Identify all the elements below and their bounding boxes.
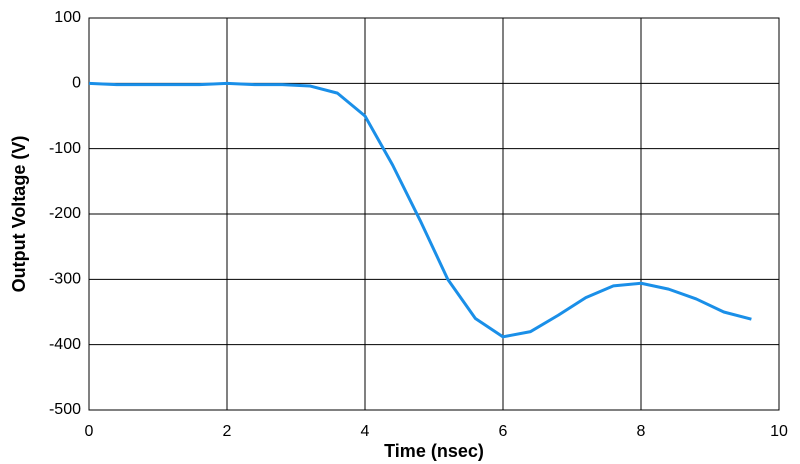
y-tick-label: 0 (72, 75, 81, 92)
data-line (88, 81, 752, 339)
y-tick-label: -400 (49, 336, 81, 353)
x-tick-label: 0 (85, 423, 94, 440)
y-tick-label: -500 (49, 401, 81, 418)
x-tick-label: 6 (499, 423, 508, 440)
y-tick-label: -200 (49, 205, 81, 222)
x-tick-label: 8 (637, 423, 646, 440)
plot-frame (88, 17, 780, 411)
y-tick-label: -300 (49, 271, 81, 288)
x-axis-label: Time (nsec) (384, 441, 484, 461)
y-tick-label: 100 (54, 9, 81, 26)
x-tick-label: 2 (223, 423, 232, 440)
x-tick-label: 4 (361, 423, 370, 440)
y-axis-label: Output Voltage (V) (9, 136, 29, 293)
x-tick-label: 10 (770, 423, 788, 440)
y-tick-label: -100 (49, 140, 81, 157)
